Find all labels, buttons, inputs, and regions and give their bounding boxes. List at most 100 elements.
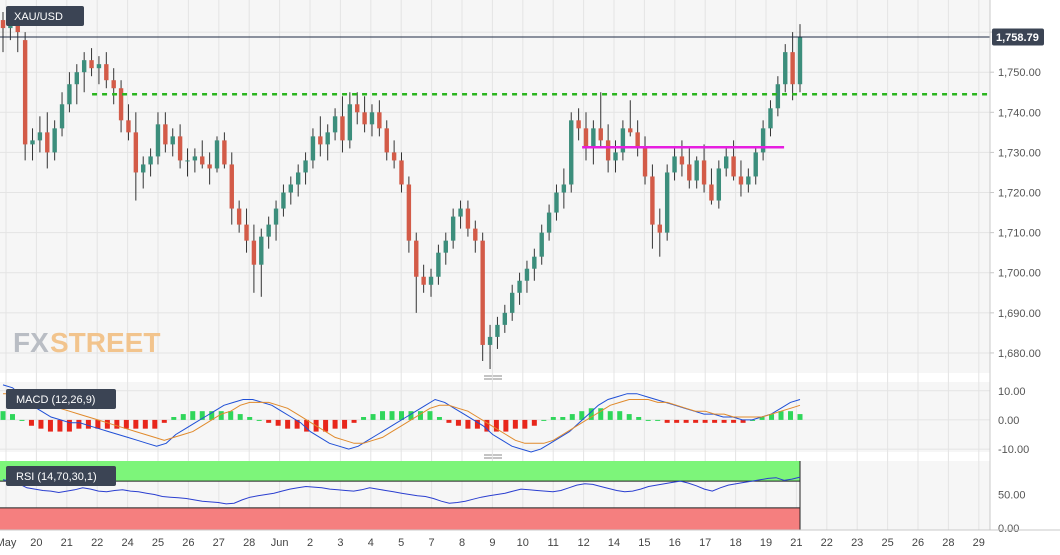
candle-body-down: [133, 132, 139, 173]
macd-histogram-bar-positive: [19, 419, 25, 421]
price-y-tick-label: 1,710.00: [998, 228, 1041, 240]
price-pane: [0, 0, 990, 373]
macd-histogram-bar-negative: [512, 419, 518, 429]
macd-histogram-bar-positive: [0, 411, 6, 420]
macd-histogram-bar-positive: [607, 411, 613, 420]
macd-histogram-bar-positive: [560, 417, 566, 420]
macd-histogram-bar-positive: [778, 411, 784, 420]
macd-histogram-bar-negative: [104, 419, 110, 429]
rsi-overbought-zone: [0, 461, 800, 482]
candle-body-down: [598, 128, 603, 141]
price-y-tick-label: 1,680.00: [998, 348, 1041, 360]
macd-histogram-bar-positive: [588, 408, 594, 420]
candle-body-up: [170, 136, 175, 145]
x-tick-label: 8: [459, 537, 465, 549]
macd-histogram-bar-positive: [750, 419, 756, 421]
symbol-label-pill[interactable]: XAU/USD: [6, 6, 84, 26]
candle-body-down: [340, 116, 345, 141]
macd-histogram-bar-negative: [152, 419, 158, 429]
macd-histogram-bar-negative: [731, 419, 737, 423]
rsi-line: [2, 476, 801, 505]
candle-body-down: [465, 208, 471, 229]
candle-body-up: [694, 160, 699, 181]
x-tick-label: 19: [760, 537, 772, 549]
macd-layer: [0, 384, 803, 453]
macd-histogram-bar-negative: [493, 419, 499, 432]
macd-histogram-bar-positive: [9, 414, 15, 420]
candle-body-up: [539, 232, 544, 257]
macd-histogram-bar-positive: [550, 417, 556, 420]
candle-body-up: [347, 104, 353, 141]
x-tick-label: 2: [307, 537, 313, 549]
macd-histogram-bar-negative: [123, 419, 129, 429]
candle-body-up: [569, 120, 574, 185]
rsi-label-pill[interactable]: RSI (14,70,30,1): [6, 466, 116, 486]
macd-histogram-bar-positive: [218, 411, 224, 420]
candle-body-up: [74, 72, 79, 85]
macd-histogram-bar-negative: [693, 419, 699, 423]
candle-body-down: [709, 184, 714, 201]
rsi-layer: [2, 476, 801, 505]
x-tick-label: 23: [851, 537, 863, 549]
macd-histogram-bar-negative: [142, 419, 148, 429]
macd-histogram-bar-negative: [57, 419, 63, 432]
macd-histogram-bar-negative: [522, 419, 528, 429]
candle-body-down: [118, 88, 124, 121]
candle-body-up: [554, 192, 559, 213]
candle-body-down: [111, 80, 116, 89]
x-tick-label: 3: [337, 537, 343, 549]
candle-body-down: [22, 40, 28, 145]
x-tick-label: 20: [30, 537, 42, 549]
macd-histogram-bar-negative: [503, 419, 509, 432]
macd-label-pill[interactable]: MACD (12,26,9): [6, 389, 116, 409]
candle-body-up: [775, 84, 781, 109]
macd-histogram-bar-negative: [465, 419, 471, 429]
candle-body-up: [620, 128, 626, 153]
candle-body-up: [546, 212, 552, 233]
macd-histogram-bar-negative: [323, 419, 329, 432]
macd-pane: [0, 382, 990, 452]
candle-body-down: [207, 164, 212, 169]
macd-histogram-bar-positive: [180, 414, 186, 420]
candle-body-down: [642, 148, 648, 177]
candle-body-down: [576, 120, 581, 129]
candle-body-down: [701, 160, 707, 185]
price-y-tick-label: 1,690.00: [998, 308, 1041, 320]
candle-body-up: [214, 140, 220, 169]
macd-histogram-bar-negative: [342, 419, 348, 429]
macd-histogram-bar-positive: [171, 417, 177, 420]
candle-body-down: [679, 156, 685, 165]
macd-histogram-bar-negative: [28, 419, 34, 426]
x-tick-label: 28: [243, 537, 255, 549]
candle-body-up: [428, 276, 434, 285]
macd-histogram-bar-negative: [285, 419, 291, 429]
rsi-oversold-zone: [0, 507, 800, 530]
macd-histogram-bar-positive: [408, 411, 414, 420]
candle-body-down: [244, 224, 249, 241]
candle-body-down: [731, 156, 736, 177]
candle-body-up: [96, 64, 102, 69]
macd-histogram-bar-negative: [294, 419, 300, 429]
candle-body-down: [177, 136, 183, 161]
rsi-resize-handle[interactable]: [484, 454, 502, 459]
candle-body-up: [295, 172, 301, 185]
candle-body-up: [281, 192, 286, 209]
x-tick-label: 18: [729, 537, 741, 549]
macd-histogram-bar-negative: [133, 419, 139, 429]
candle-body-down: [473, 228, 478, 241]
candle-body-down: [362, 112, 367, 125]
macd-histogram-bar-positive: [759, 417, 765, 420]
x-tick-label: 9: [489, 537, 495, 549]
candle-body-up: [325, 132, 330, 145]
macd-y-tick-label: 10.00: [998, 386, 1026, 398]
macd-resize-handle[interactable]: [484, 375, 502, 380]
candle-body-down: [45, 132, 50, 153]
macd-histogram-bar-negative: [332, 419, 338, 429]
candle-body-up: [266, 224, 271, 237]
candle-body-up: [141, 164, 146, 173]
x-tick-label: 25: [152, 537, 164, 549]
macd-histogram-bar-positive: [769, 414, 775, 420]
macd-histogram-bar-negative: [161, 419, 167, 423]
x-tick-label: 26: [912, 537, 924, 549]
candle-body-down: [480, 240, 485, 345]
